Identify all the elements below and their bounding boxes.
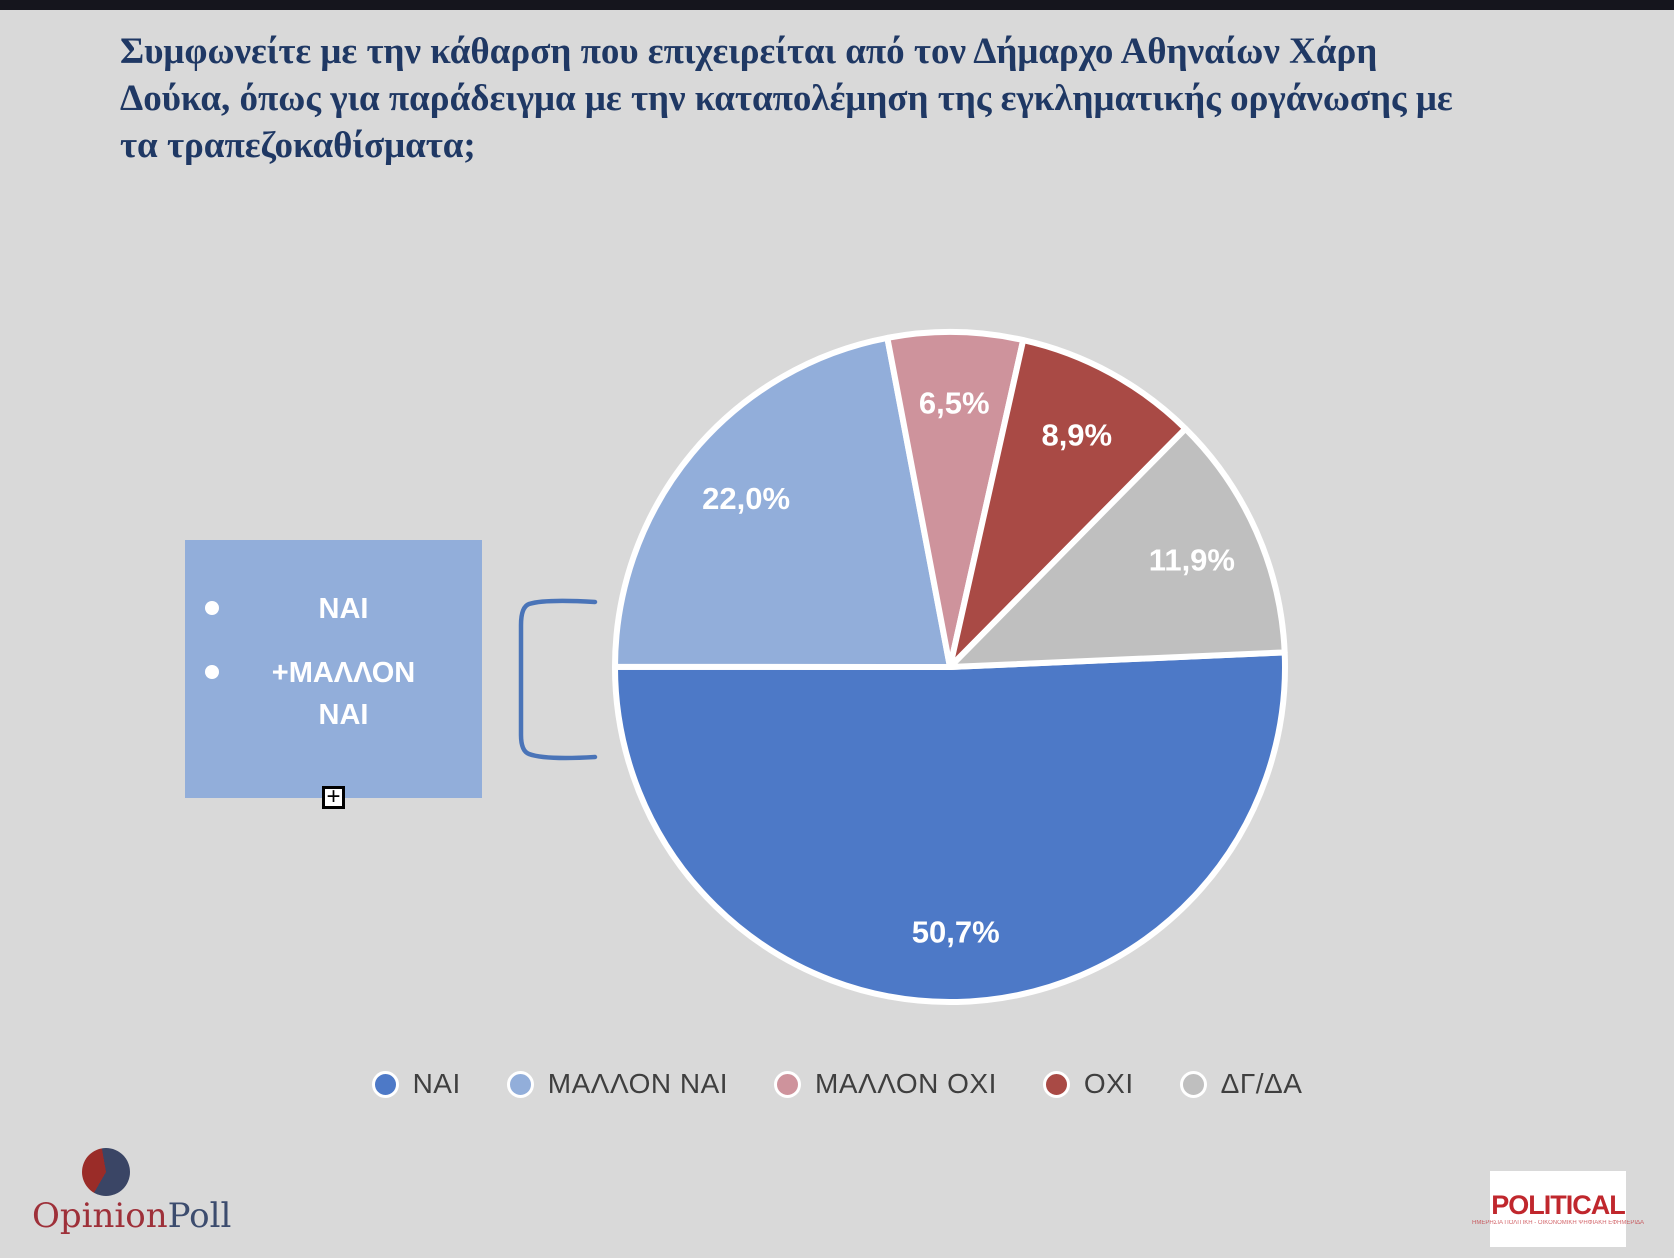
pie-data-label-0: 50,7%: [912, 915, 1000, 950]
opinionpoll-logo: OpinionPoll: [30, 1146, 232, 1246]
legend-marker-icon: [774, 1070, 802, 1098]
pie-data-label-1: 22,0%: [702, 481, 790, 516]
callout-bullet-nai: ΝΑΙ: [199, 588, 468, 630]
legend-item-dg-da: ΔΓ/ΔΑ: [1179, 1068, 1303, 1100]
chart-legend: ΝΑΙ ΜΑΛΛΟΝ ΝΑΙ ΜΑΛΛΟΝ ΟΧΙ ΟΧΙ ΔΓ/ΔΑ: [0, 1068, 1674, 1100]
callout-bullet-mallon-nai: +ΜΑΛΛΟΝ ΝΑΙ: [199, 652, 468, 736]
opinionpoll-logo-text: OpinionPoll: [32, 1196, 232, 1236]
expand-object-icon[interactable]: +: [322, 785, 345, 809]
legend-marker-icon: [506, 1070, 534, 1098]
question-title: Συμφωνείτε με την κάθαρση που επιχειρείτ…: [120, 31, 1453, 166]
political-logo: POLITICAL ΗΜΕΡΗΣΙΑ ΠΟΛΙΤΙΚΗ - ΟΙΚΟΝΟΜΙΚΗ…: [1472, 1171, 1644, 1247]
callout-bullet-label: +ΜΑΛΛΟΝ ΝΑΙ: [271, 657, 416, 731]
legend-marker-icon: [371, 1070, 399, 1098]
pie-slice-4: [947, 425, 1288, 670]
callout-bracket: [518, 598, 598, 761]
political-logo-text: POLITICAL: [1491, 1190, 1625, 1220]
top-bar: [0, 0, 1674, 10]
pie-data-label-2: 6,5%: [919, 385, 990, 420]
pie-chart-svg: 50,7% 22,0% 6,5% 8,9% 11,9%: [612, 329, 1288, 1005]
legend-marker-icon: [1042, 1070, 1070, 1098]
callout-bullet-label: ΝΑΙ: [318, 593, 369, 625]
pie-data-label-4: 11,9%: [1149, 543, 1235, 578]
legend-item-oxi: ΟΧΙ: [1042, 1068, 1134, 1100]
bullet-dot-icon: [205, 601, 219, 615]
legend-item-nai: ΝΑΙ: [371, 1068, 461, 1100]
legend-marker-icon: [1179, 1070, 1207, 1098]
pie-slice-0: [612, 649, 1288, 1005]
bullet-dot-icon: [205, 665, 219, 679]
pie-data-label-3: 8,9%: [1041, 418, 1112, 453]
pie-chart: 50,7% 22,0% 6,5% 8,9% 11,9%: [590, 307, 1310, 1027]
legend-item-mallon-oxi: ΜΑΛΛΟΝ ΟΧΙ: [774, 1068, 997, 1100]
political-tagline: ΗΜΕΡΗΣΙΑ ΠΟΛΙΤΙΚΗ - ΟΙΚΟΝΟΜΙΚΗ ΨΗΦΙΑΚΗ Ε…: [1471, 1220, 1645, 1226]
pie-slice-1: [612, 334, 953, 670]
legend-item-mallon-nai: ΜΑΛΛΟΝ ΝΑΙ: [506, 1068, 728, 1100]
opinionpoll-pie-icon: [82, 1148, 130, 1196]
callout-box: ΝΑΙ +ΜΑΛΛΟΝ ΝΑΙ: [185, 540, 482, 798]
pie-slice-3: [947, 337, 1189, 670]
